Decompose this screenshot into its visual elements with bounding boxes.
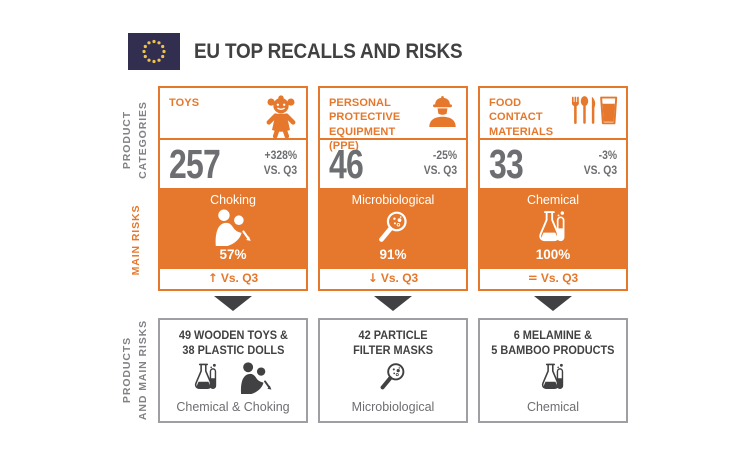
row-label-products-and-main-risks: PRODUCTS AND MAIN RISKS (121, 319, 149, 421)
risk-percent: 100% (535, 247, 571, 262)
recall-change: +328% VS. Q3 (264, 149, 297, 179)
recall-count: 257 (169, 140, 221, 187)
category-name: TOYS (169, 97, 200, 109)
change-percent: -3% (598, 150, 617, 163)
trend-label: Vs. Q3 (220, 271, 259, 285)
recall-change: -25% VS. Q3 (424, 149, 457, 179)
products-title: 49 WOODEN TOYS & 38 PLASTIC DOLLS (178, 330, 288, 357)
recall-count: 33 (489, 140, 524, 187)
doll-icon (263, 94, 299, 144)
flask-icon (192, 361, 221, 399)
trend-bar: ↑ Vs. Q3 (160, 269, 306, 287)
category-name: FOOD CONTACT MATERIALS (489, 97, 554, 138)
arrow-down-connector (214, 296, 252, 311)
cutlery-glass-icon (569, 94, 619, 131)
products-icons (377, 360, 409, 400)
category-card-ppe: PERSONAL PROTECTIVE EQUIPMENT (PPE) 46 -… (318, 86, 468, 291)
recall-count-row: 33 -3% VS. Q3 (480, 140, 626, 188)
card-header: PERSONAL PROTECTIVE EQUIPMENT (PPE) (320, 88, 466, 152)
products-title: 6 MELAMINE & 5 BAMBOO PRODUCTS (491, 330, 615, 357)
products-icons (539, 360, 568, 400)
row-label-product-categories: PRODUCT CATEGORIES (121, 101, 149, 179)
trend-label: Vs. Q3 (380, 271, 419, 285)
trend-bar: = Vs. Q3 (480, 269, 626, 287)
category-card-toys: TOYS 257 +328% VS. Q3 Choking (158, 86, 308, 291)
products-title: 42 PARTICLE FILTER MASKS (353, 330, 433, 357)
products-icons (192, 360, 275, 400)
trend-label: Vs. Q3 (540, 271, 579, 285)
change-percent: +328% (264, 150, 297, 163)
choking-icon (237, 361, 275, 399)
microbe-magnifier-icon (320, 207, 466, 247)
card-header: FOOD CONTACT MATERIALS (480, 88, 626, 140)
products-card-food-contact: 6 MELAMINE & 5 BAMBOO PRODUCTS Chemical (478, 318, 628, 423)
products-card-ppe: 42 PARTICLE FILTER MASKS Microbiological (318, 318, 468, 423)
trend-down-icon: ↓ (367, 271, 378, 285)
risk-percent: 91% (379, 247, 407, 262)
choking-icon (160, 207, 306, 247)
main-risk-panel: Chemical 100% (480, 188, 626, 269)
recall-count-row: 257 +328% VS. Q3 (160, 140, 306, 188)
change-percent: -25% (432, 150, 457, 163)
card-header: TOYS (160, 88, 306, 140)
arrow-down-connector (534, 296, 572, 311)
worker-hardhat-icon (426, 94, 459, 132)
risk-percent: 57% (219, 247, 247, 262)
risk-label: Microbiological (351, 193, 435, 207)
products-risk-label: Microbiological (351, 400, 435, 414)
products-card-toys: 49 WOODEN TOYS & 38 PLASTIC DOLLS (158, 318, 308, 423)
recall-count: 46 (329, 140, 364, 187)
row-label-main-risks: MAIN RISKS (130, 204, 142, 276)
main-risk-panel: Microbiological 91% (320, 188, 466, 269)
recall-change: -3% VS. Q3 (584, 149, 617, 179)
flask-icon (539, 361, 568, 399)
page-title: EU TOP RECALLS AND RISKS (194, 39, 463, 63)
risk-label: Chemical (526, 193, 580, 207)
recall-count-row: 46 -25% VS. Q3 (320, 140, 466, 188)
flask-icon (480, 207, 626, 247)
change-vs-label: VS. Q3 (583, 165, 617, 177)
trend-up-icon: ↑ (207, 271, 218, 285)
products-risk-label: Chemical & Choking (176, 400, 290, 414)
trend-bar: ↓ Vs. Q3 (320, 269, 466, 287)
category-card-food-contact: FOOD CONTACT MATERIALS 33 -3% (478, 86, 628, 291)
products-risk-label: Chemical (526, 400, 580, 414)
microbe-magnifier-icon (377, 361, 409, 398)
main-risk-panel: Choking 57% (160, 188, 306, 269)
arrow-down-connector (374, 296, 412, 311)
eu-flag-icon (128, 33, 180, 70)
change-vs-label: VS. Q3 (263, 165, 297, 177)
change-vs-label: VS. Q3 (423, 165, 457, 177)
category-name: PERSONAL PROTECTIVE EQUIPMENT (PPE) (329, 97, 401, 152)
risk-label: Choking (210, 193, 256, 207)
trend-equal-icon: = (527, 271, 538, 285)
